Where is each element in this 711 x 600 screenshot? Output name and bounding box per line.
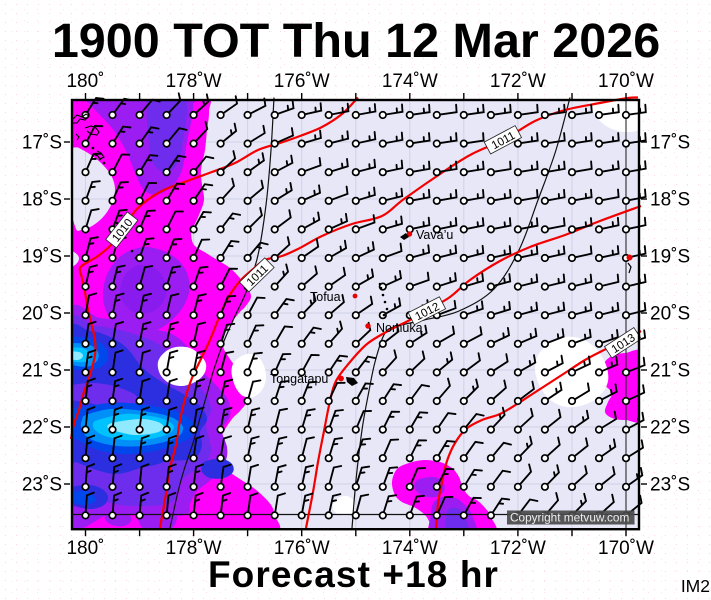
svg-text:22˚S: 22˚S [22,418,62,439]
svg-text:23˚S: 23˚S [22,475,62,496]
svg-text:22˚S: 22˚S [650,418,690,439]
svg-text:Copyright metvuw.com: Copyright metvuw.com [510,511,629,525]
svg-text:176˚W: 176˚W [274,538,330,559]
svg-text:Tongatapu: Tongatapu [270,372,328,386]
svg-text:Tofua: Tofua [310,290,341,304]
svg-text:20˚S: 20˚S [650,304,690,325]
svg-text:IM2: IM2 [681,576,710,596]
svg-text:180˚: 180˚ [66,71,104,92]
svg-text:180˚: 180˚ [66,538,104,559]
svg-text:174˚W: 174˚W [382,71,438,92]
svg-text:Vava’u: Vava’u [416,228,453,242]
svg-text:176˚W: 176˚W [274,71,330,92]
svg-text:21˚S: 21˚S [22,361,62,382]
svg-text:19˚S: 19˚S [22,247,62,268]
svg-text:18˚S: 18˚S [650,190,690,211]
svg-text:172˚W: 172˚W [490,71,546,92]
svg-text:174˚W: 174˚W [382,538,438,559]
svg-text:Nomuka: Nomuka [376,321,423,335]
svg-text:1900 TOT Thu 12 Mar 2026: 1900 TOT Thu 12 Mar 2026 [52,14,660,68]
svg-text:18˚S: 18˚S [22,190,62,211]
svg-text:20˚S: 20˚S [22,304,62,325]
svg-text:19˚S: 19˚S [650,247,690,268]
svg-text:170˚W: 170˚W [598,71,654,92]
svg-text:178˚W: 178˚W [166,538,222,559]
svg-text:172˚W: 172˚W [490,538,546,559]
svg-text:17˚S: 17˚S [650,133,690,154]
svg-text:21˚S: 21˚S [650,361,690,382]
svg-text:Forecast +18 hr: Forecast +18 hr [208,554,499,595]
svg-text:170˚W: 170˚W [598,538,654,559]
svg-text:17˚S: 17˚S [22,133,62,154]
svg-text:23˚S: 23˚S [650,475,690,496]
svg-text:178˚W: 178˚W [166,71,222,92]
